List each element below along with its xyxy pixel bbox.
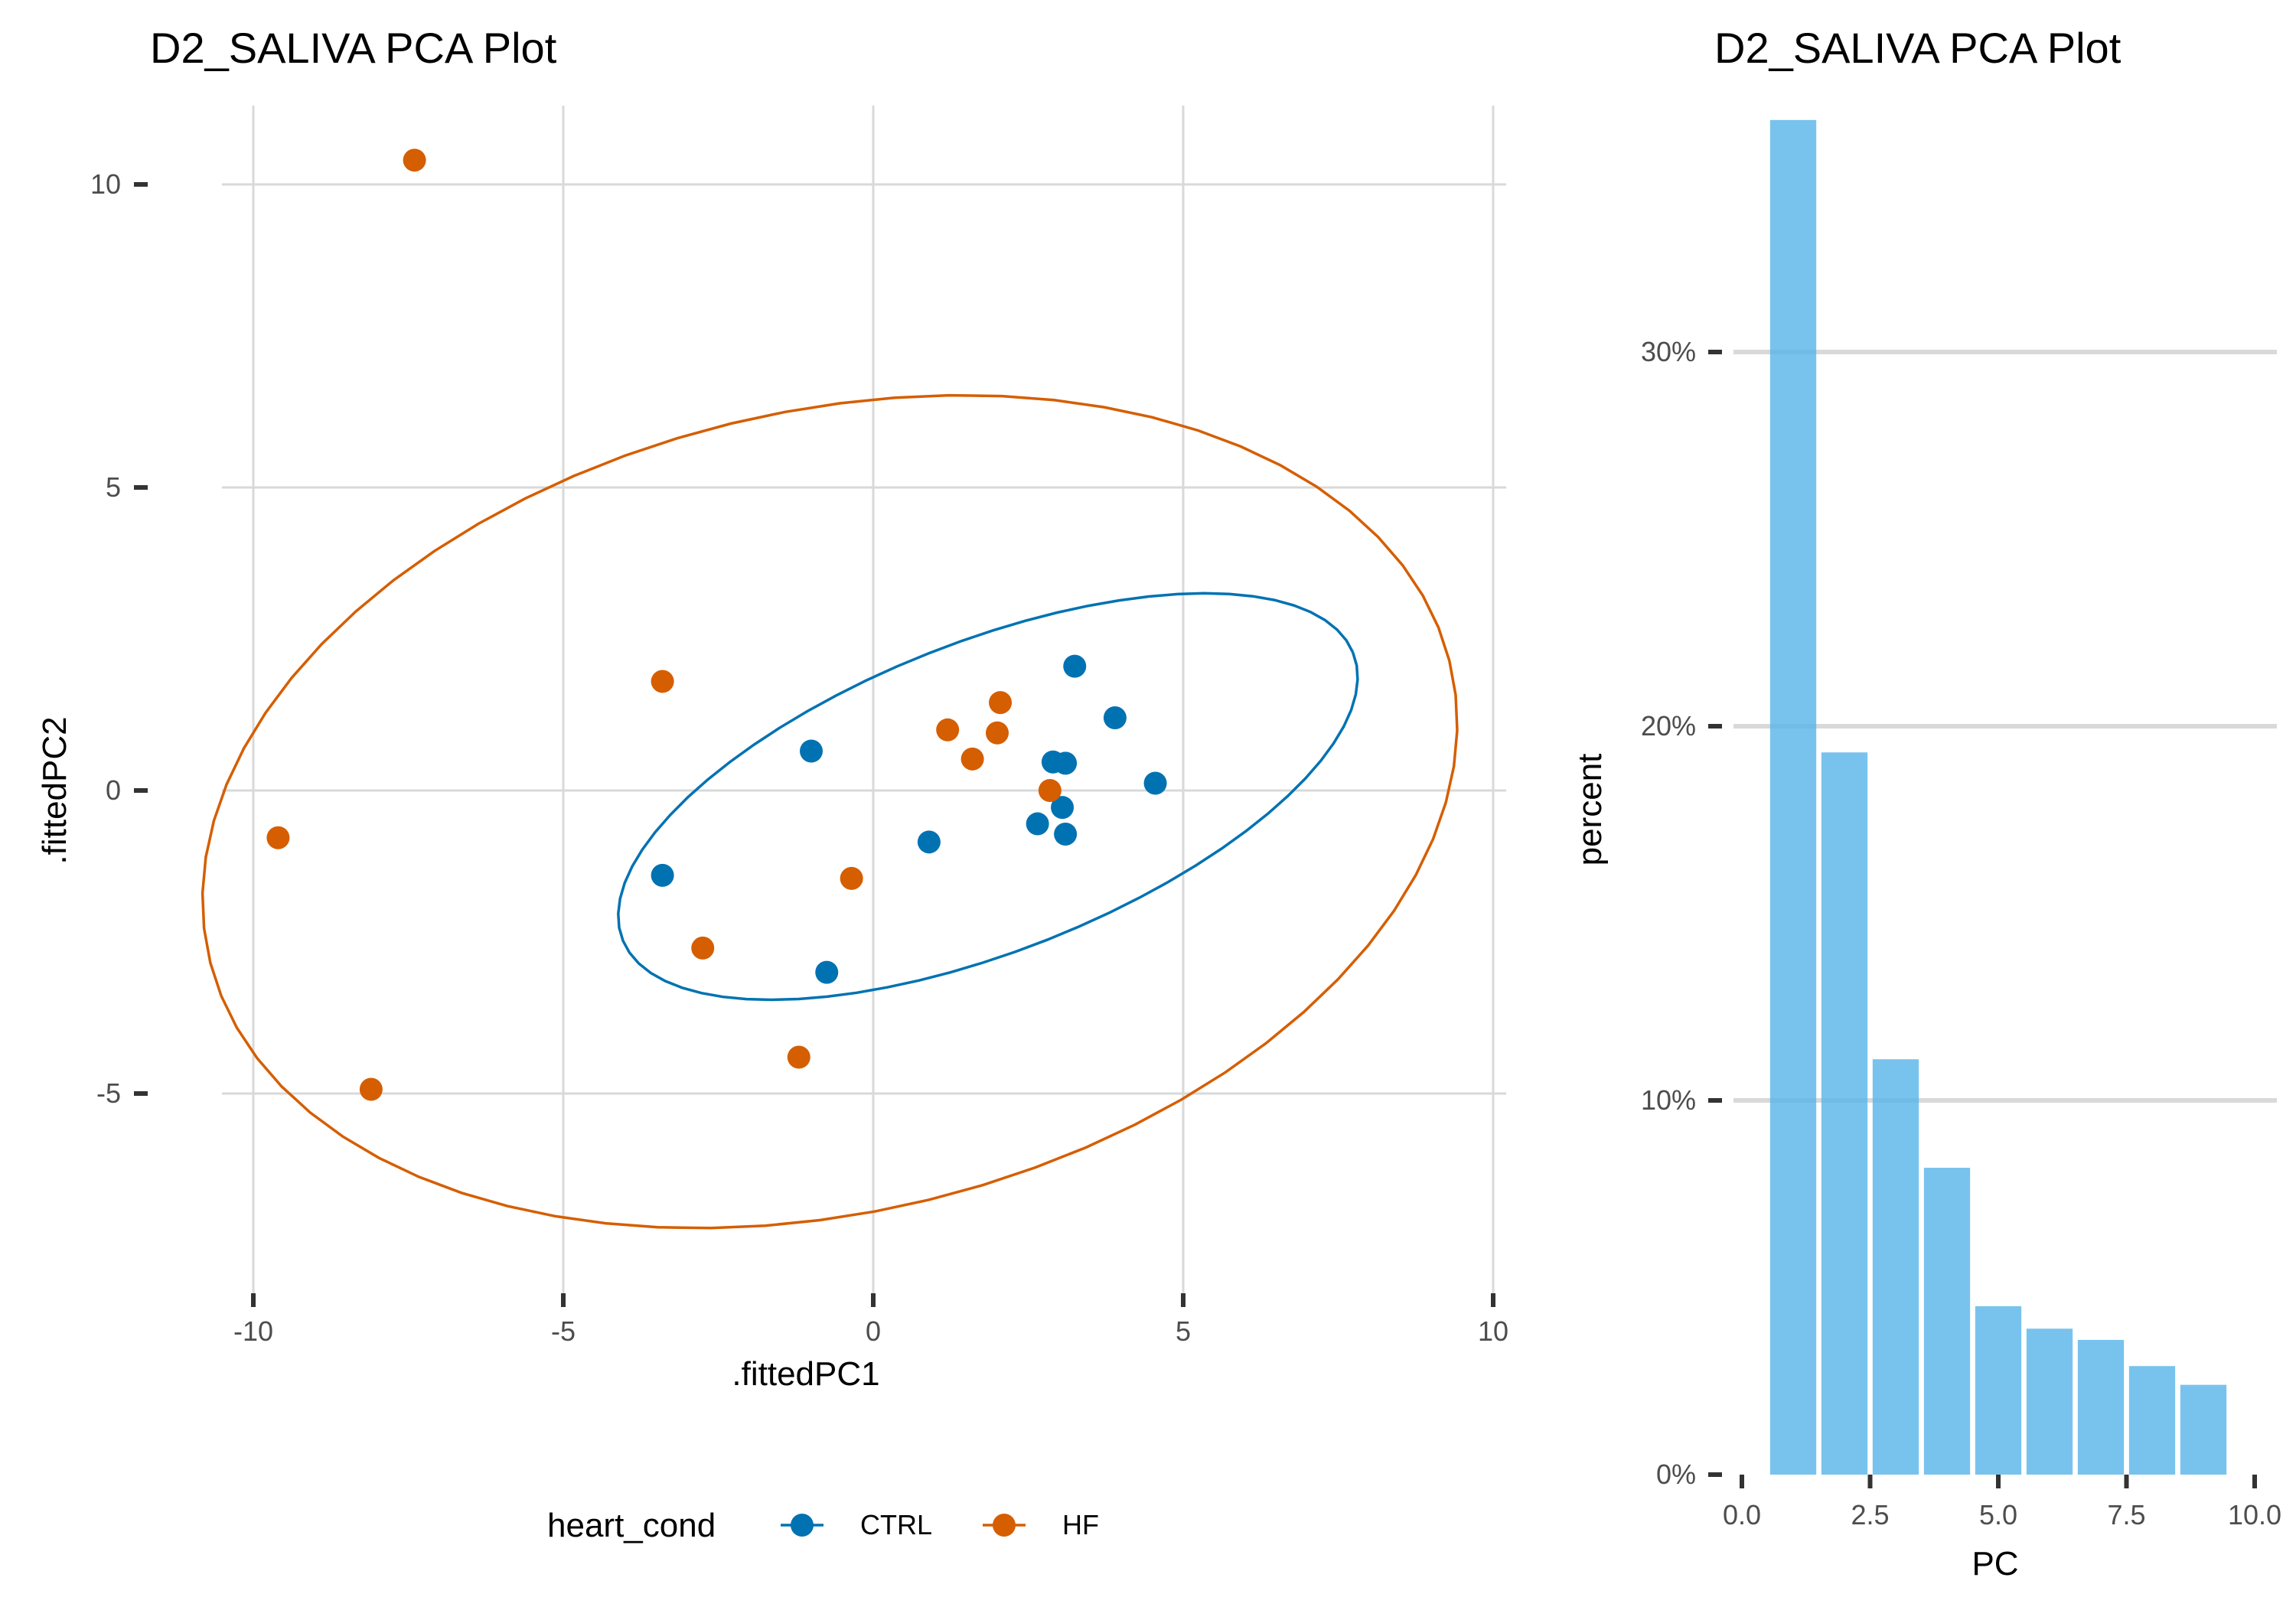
- data-point-ctrl: [1103, 706, 1127, 729]
- legend-label-ctrl: CTRL: [860, 1509, 932, 1540]
- bar-pc-8: [2128, 1366, 2176, 1475]
- data-point-ctrl: [815, 960, 839, 984]
- bar-y-tick-label: 0%: [1656, 1459, 1696, 1490]
- data-point-ctrl: [1054, 823, 1078, 846]
- scatter-grid: [222, 106, 1506, 1293]
- bar-pc-5: [1975, 1305, 2022, 1475]
- confidence-ellipse-hf: [201, 393, 1459, 1230]
- data-point-hf: [359, 1077, 383, 1101]
- bar-title: D2_SALIVA PCA Plot: [1714, 24, 2122, 72]
- scatter-y-axis-title: .fittedPC2: [36, 716, 73, 864]
- bar-axes: 0.0 2.5 5.0 7.5 10.0 0% 10% 20% 30%: [1641, 336, 2281, 1530]
- bar-y-axis-title: percent: [1571, 754, 1609, 866]
- legend: heart_cond CTRL HF: [547, 1507, 1099, 1544]
- bar-bars: [1769, 119, 2227, 1475]
- bar-pc-6: [2026, 1328, 2073, 1475]
- bar-x-tick-label: 5.0: [1979, 1499, 2017, 1530]
- data-point-hf: [403, 148, 426, 172]
- scatter-y-tick-label: 5: [106, 471, 121, 503]
- scatter-x-tick-label: 10: [1478, 1315, 1508, 1347]
- bar-y-tick-label: 10%: [1641, 1084, 1696, 1116]
- scatter-axes: -10 -5 0 5 10 -5 0 5 10: [90, 168, 1508, 1347]
- scatter-x-axis-title: .fittedPC1: [732, 1355, 879, 1393]
- scatter-y-tick-label: 10: [90, 168, 121, 200]
- scatter-x-tick-label: -5: [551, 1315, 576, 1347]
- data-point-hf: [960, 747, 984, 771]
- data-point-hf: [986, 721, 1009, 745]
- bar-y-tick-label: 20%: [1641, 710, 1696, 742]
- data-point-hf: [989, 691, 1013, 715]
- scatter-y-tick-label: 0: [106, 774, 121, 806]
- bar-x-tick-label: 10.0: [2228, 1499, 2281, 1530]
- scatter-x-tick-label: 0: [866, 1315, 881, 1347]
- data-point-ctrl: [1143, 771, 1167, 795]
- scatter-x-tick-label: 5: [1176, 1315, 1191, 1347]
- data-point-hf: [787, 1045, 810, 1069]
- bar-x-tick-label: 0.0: [1723, 1499, 1761, 1530]
- scatter-panel: D2_SALIVA PCA Plot -10 -5 0 5 10 -5 0 5 10 .fitt…: [36, 24, 1508, 1393]
- data-point-ctrl: [917, 830, 941, 854]
- scatter-points: [266, 148, 1167, 1101]
- bar-pc-1: [1769, 119, 1817, 1475]
- bar-x-tick-label: 7.5: [2107, 1499, 2145, 1530]
- data-point-hf: [840, 866, 863, 890]
- legend-items: CTRL HF: [781, 1509, 1099, 1540]
- scatter-title: D2_SALIVA PCA Plot: [150, 24, 557, 72]
- bar-pc-9: [2180, 1384, 2227, 1475]
- data-point-ctrl: [1054, 751, 1078, 775]
- data-point-ctrl: [651, 863, 674, 887]
- data-point-hf: [651, 670, 674, 693]
- data-point-ctrl: [800, 739, 823, 763]
- bar-pc-3: [1872, 1059, 1919, 1475]
- bar-x-axis-title: PC: [1971, 1545, 2018, 1583]
- data-point-hf: [936, 718, 960, 742]
- scatter-y-tick-label: -5: [96, 1077, 121, 1109]
- data-point-ctrl: [1026, 812, 1049, 836]
- bar-panel: D2_SALIVA PCA Plot 0.0 2.5 5.0 7.5 10.0 0% 10%…: [1571, 24, 2281, 1583]
- legend-label-hf: HF: [1062, 1509, 1099, 1540]
- data-point-hf: [691, 936, 715, 960]
- legend-key-point-ctrl: [791, 1514, 814, 1537]
- bar-y-tick-label: 30%: [1641, 336, 1696, 367]
- bar-x-tick-label: 2.5: [1851, 1499, 1889, 1530]
- bar-pc-7: [2077, 1339, 2125, 1475]
- legend-key-point-hf: [993, 1514, 1016, 1537]
- confidence-ellipse-ctrl: [617, 592, 1359, 1002]
- data-point-ctrl: [1051, 796, 1075, 820]
- data-point-hf: [1038, 779, 1062, 802]
- data-point-hf: [266, 826, 290, 849]
- scatter-x-tick-label: -10: [233, 1315, 273, 1347]
- scatter-ellipses: [201, 393, 1459, 1230]
- legend-title: heart_cond: [547, 1507, 716, 1544]
- data-point-ctrl: [1063, 654, 1087, 678]
- bar-pc-2: [1821, 752, 1868, 1475]
- bar-pc-4: [1923, 1168, 1971, 1475]
